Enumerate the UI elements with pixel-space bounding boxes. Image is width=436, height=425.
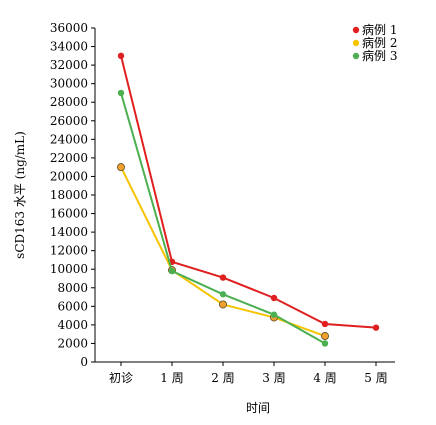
data-point — [321, 340, 329, 347]
y-tick-label: 26000 — [50, 114, 88, 128]
x-axis-ticks: 初诊 1 周 2 周 3 周 4 周 5 周 — [109, 362, 388, 385]
data-point — [117, 52, 125, 60]
legend: 病例 1病例 2病例 3 — [352, 22, 397, 63]
data-point — [219, 274, 227, 281]
data-point — [270, 294, 278, 302]
legend-item: 病例 2 — [352, 35, 397, 50]
y-tick-label: 32000 — [50, 58, 88, 72]
y-tick-label: 18000 — [50, 188, 88, 202]
data-point — [117, 163, 126, 172]
x-tick-label: 2 周 — [211, 371, 234, 385]
series-layer — [117, 52, 380, 347]
y-tick-label: 12000 — [50, 244, 88, 258]
series-3 — [117, 89, 329, 347]
axes — [94, 28, 395, 363]
x-tick-label: 3 周 — [262, 371, 285, 385]
y-tick-label: 36000 — [50, 21, 88, 35]
data-point — [218, 300, 227, 309]
y-tick-label: 4000 — [57, 318, 88, 332]
y-tick-label: 10000 — [50, 262, 88, 276]
data-point — [372, 324, 380, 331]
y-tick-label: 6000 — [57, 299, 88, 313]
x-tick-label: 5 周 — [364, 371, 387, 385]
data-point — [321, 320, 329, 328]
y-tick-label: 14000 — [50, 225, 88, 239]
y-axis-title: sCD163 水平 (ng/mL) — [13, 131, 27, 259]
data-point — [270, 311, 278, 318]
x-tick-label: 1 周 — [160, 371, 183, 385]
data-point — [168, 267, 176, 275]
y-tick-label: 24000 — [50, 132, 88, 146]
data-point — [219, 291, 227, 298]
x-tick-label: 4 周 — [313, 371, 336, 385]
y-tick-label: 2000 — [57, 336, 88, 350]
y-axis-ticks: 0 2000 4000 6000 8000 10000 12000 14000 16000 180… — [50, 21, 95, 369]
legend-label: 病例 3 — [362, 48, 397, 63]
legend-marker — [352, 52, 360, 60]
y-tick-label: 28000 — [50, 95, 88, 109]
legend-marker — [352, 26, 360, 34]
x-axis-title: 时间 — [246, 401, 270, 415]
data-point — [117, 89, 125, 97]
x-tick-label: 初诊 — [109, 371, 133, 385]
legend-label: 病例 2 — [362, 35, 397, 50]
y-tick-label: 0 — [80, 355, 88, 369]
y-tick-label: 20000 — [50, 169, 88, 183]
y-tick-label: 34000 — [50, 40, 88, 54]
y-tick-label: 22000 — [50, 151, 88, 165]
series-1 — [117, 52, 380, 331]
y-tick-label: 30000 — [50, 77, 88, 91]
series-line — [120, 166, 326, 337]
legend-marker — [352, 39, 360, 47]
y-tick-label: 8000 — [57, 281, 88, 295]
legend-item: 病例 3 — [352, 48, 397, 63]
data-point — [320, 332, 329, 341]
series-line — [120, 55, 377, 329]
legend-label: 病例 1 — [362, 22, 397, 37]
legend-item: 病例 1 — [352, 22, 397, 37]
y-tick-label: 16000 — [50, 207, 88, 221]
